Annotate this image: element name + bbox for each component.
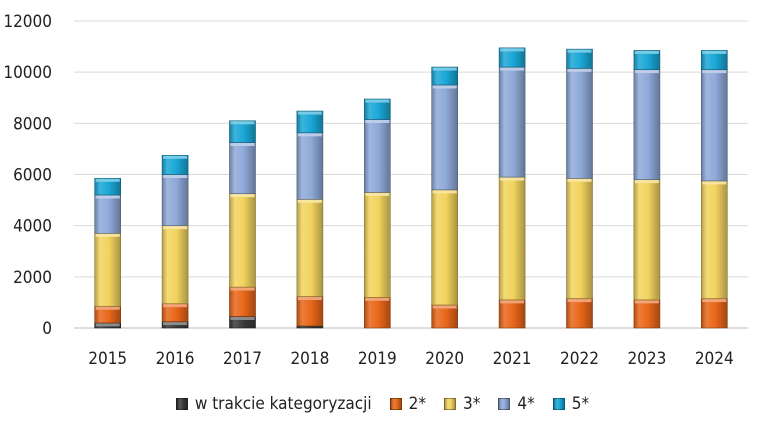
legend-swatch-3 <box>498 398 511 410</box>
legend-item-1: 2* <box>389 394 427 414</box>
bar-2015-series-1 <box>94 305 121 324</box>
x-axis-tick-labels: 2015 2016 2017 2018 2019 2020 2021 2022 2023 2024 <box>88 349 734 369</box>
bar-2023-series-2 <box>633 179 661 301</box>
x-tick-label-2017: 2017 <box>223 349 262 369</box>
legend-swatch-2 <box>444 398 457 410</box>
bar-2016-series-1 <box>161 303 189 322</box>
legend-item-0: w trakcie kategoryzacji <box>175 394 372 414</box>
bar-2018-series-2 <box>296 199 324 297</box>
bar-2016-series-3 <box>161 174 189 226</box>
bar-2023-series-4 <box>633 50 661 70</box>
y-tick-label-12000: 12000 <box>3 12 52 32</box>
y-tick-label-8000: 8000 <box>13 114 52 134</box>
x-tick-label-2024: 2024 <box>695 349 734 369</box>
legend-item-4: 5* <box>552 394 590 414</box>
legend-swatch-1 <box>389 398 402 410</box>
bar-2020-series-3 <box>431 84 459 191</box>
y-tick-label-4000: 4000 <box>13 217 52 237</box>
bar-2015-series-3 <box>94 194 121 234</box>
bar-2018-series-0 <box>296 325 324 329</box>
legend-label-1: 2* <box>408 394 427 414</box>
bar-2020-series-2 <box>431 189 459 306</box>
bar-2023-series-3 <box>633 69 661 180</box>
bar-2023-series-1 <box>633 299 661 329</box>
y-tick-label-2000: 2000 <box>13 268 52 288</box>
bar-2016-series-4 <box>161 155 189 175</box>
bar-2020-series-4 <box>431 66 459 86</box>
bar-2019-series-2 <box>363 192 391 298</box>
bar-2017-series-1 <box>229 286 256 317</box>
bar-2024-series-4 <box>700 50 728 70</box>
x-tick-label-2022: 2022 <box>560 349 599 369</box>
bar-2015-series-4 <box>94 178 121 196</box>
legend-swatch-0 <box>175 398 188 410</box>
bar-2021-series-1 <box>498 299 526 329</box>
legend: w trakcie kategoryzacji 2* 3* 4* 5* <box>0 389 765 419</box>
bar-2015-series-0 <box>94 322 121 329</box>
stacked-bar-chart: 0 2000 4000 6000 8000 10000 12000 2015 2016 2017… <box>3 12 748 369</box>
bar-2016-series-2 <box>161 225 189 304</box>
legend-label-0: w trakcie kategoryzacji <box>194 394 372 414</box>
bar-2020-series-1 <box>431 304 459 329</box>
x-tick-label-2023: 2023 <box>627 349 666 369</box>
bar-2024-series-2 <box>700 180 728 299</box>
bar-2024-series-3 <box>700 69 728 182</box>
bar-2022-series-4 <box>566 48 593 69</box>
bar-2017-series-0 <box>229 316 256 329</box>
bar-2021-series-4 <box>498 47 526 68</box>
x-tick-label-2019: 2019 <box>358 349 397 369</box>
y-axis-tick-labels: 0 2000 4000 6000 8000 10000 12000 <box>3 12 52 339</box>
bar-2019-series-4 <box>363 98 391 120</box>
y-tick-label-10000: 10000 <box>3 63 52 83</box>
bar-2018-series-3 <box>296 132 324 200</box>
bar-2018-series-4 <box>296 110 324 134</box>
legend-label-2: 3* <box>463 394 481 414</box>
bar-2022-series-2 <box>566 178 593 299</box>
x-tick-label-2018: 2018 <box>290 349 329 369</box>
bar-2022-series-1 <box>566 298 593 329</box>
bar-2017-series-3 <box>229 142 256 194</box>
bar-2022-series-3 <box>566 68 593 179</box>
legend-item-3: 4* <box>498 394 535 414</box>
legend-label-4: 5* <box>571 394 590 414</box>
bar-2016-series-0 <box>161 321 189 329</box>
bar-2017-series-2 <box>229 193 256 288</box>
x-tick-label-2020: 2020 <box>425 349 464 369</box>
bar-2024-series-1 <box>700 298 728 329</box>
bar-2015-series-2 <box>94 233 121 307</box>
legend-label-3: 4* <box>517 394 535 414</box>
bar-2017-series-4 <box>229 120 256 143</box>
x-tick-label-2016: 2016 <box>156 349 195 369</box>
y-tick-label-0: 0 <box>42 319 52 339</box>
x-tick-label-2015: 2015 <box>88 349 127 369</box>
bars <box>94 47 728 329</box>
legend-item-2: 3* <box>444 394 480 414</box>
bar-2021-series-2 <box>498 176 526 301</box>
bar-2019-series-1 <box>363 296 391 329</box>
bar-2021-series-3 <box>498 66 526 178</box>
bar-2018-series-1 <box>296 296 324 327</box>
y-tick-label-6000: 6000 <box>13 166 52 186</box>
bar-2019-series-3 <box>363 119 391 193</box>
x-tick-label-2021: 2021 <box>493 349 532 369</box>
legend-swatch-4 <box>552 398 565 410</box>
